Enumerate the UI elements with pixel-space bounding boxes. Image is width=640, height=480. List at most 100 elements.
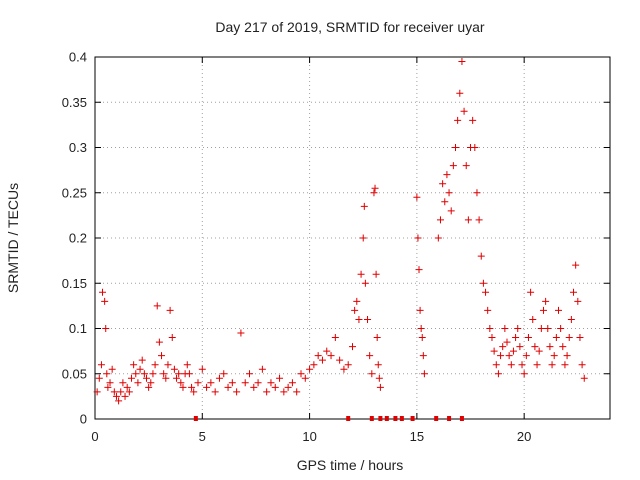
data-point bbox=[539, 306, 547, 314]
data-point bbox=[420, 370, 428, 378]
data-point bbox=[130, 361, 138, 369]
gap-marker bbox=[369, 416, 374, 421]
data-point bbox=[263, 388, 271, 396]
data-point bbox=[524, 334, 532, 342]
data-point bbox=[458, 58, 466, 66]
data-point bbox=[102, 325, 110, 332]
data-point bbox=[464, 216, 472, 224]
data-point bbox=[224, 383, 232, 391]
y-tick-label: 0.3 bbox=[69, 140, 87, 155]
data-point bbox=[106, 379, 114, 387]
data-point bbox=[512, 334, 520, 342]
data-point bbox=[507, 361, 515, 369]
data-point bbox=[456, 89, 464, 97]
data-point bbox=[454, 116, 462, 124]
data-point bbox=[482, 288, 490, 296]
data-point bbox=[336, 356, 344, 364]
data-point bbox=[318, 356, 326, 364]
data-point bbox=[574, 297, 582, 305]
data-point bbox=[503, 338, 511, 346]
data-point bbox=[267, 379, 275, 387]
gap-marker bbox=[399, 416, 404, 421]
data-point bbox=[293, 388, 301, 396]
data-point bbox=[301, 374, 309, 382]
data-point bbox=[198, 365, 206, 373]
data-point bbox=[473, 189, 481, 197]
data-point bbox=[372, 270, 380, 278]
gap-marker bbox=[384, 416, 389, 421]
data-point bbox=[306, 365, 314, 373]
data-point bbox=[185, 370, 193, 378]
data-point bbox=[136, 365, 144, 373]
data-point bbox=[190, 388, 198, 396]
data-point bbox=[567, 315, 575, 323]
data-point bbox=[505, 352, 513, 360]
data-point bbox=[479, 279, 487, 287]
data-point bbox=[416, 306, 424, 314]
data-point bbox=[123, 383, 131, 391]
data-point bbox=[211, 388, 219, 396]
data-point bbox=[550, 352, 558, 360]
data-point bbox=[188, 383, 196, 391]
data-point bbox=[276, 374, 284, 382]
data-point bbox=[95, 374, 103, 382]
data-point bbox=[179, 383, 187, 391]
grid-layer bbox=[95, 57, 610, 419]
data-point bbox=[488, 334, 496, 342]
data-point bbox=[580, 374, 588, 382]
data-point bbox=[310, 361, 318, 369]
data-point bbox=[160, 370, 168, 378]
data-point bbox=[280, 388, 288, 396]
data-point bbox=[439, 180, 447, 188]
data-point bbox=[441, 198, 449, 206]
data-point bbox=[520, 370, 528, 378]
data-point bbox=[175, 370, 183, 378]
x-axis-label: GPS time / hours bbox=[297, 457, 404, 473]
data-point bbox=[557, 325, 565, 332]
data-point bbox=[417, 325, 425, 332]
gap-marker bbox=[393, 416, 398, 421]
data-point bbox=[542, 297, 550, 305]
data-point bbox=[359, 234, 367, 242]
data-point bbox=[497, 352, 505, 360]
data-point bbox=[351, 306, 359, 314]
data-point bbox=[475, 216, 483, 224]
gap-marker bbox=[447, 416, 452, 421]
data-point bbox=[258, 365, 266, 373]
data-point bbox=[492, 361, 500, 369]
data-point bbox=[434, 234, 442, 242]
data-point bbox=[469, 116, 477, 124]
data-point bbox=[516, 343, 524, 351]
data-point bbox=[364, 315, 372, 323]
data-point bbox=[177, 379, 185, 387]
data-point bbox=[101, 297, 109, 305]
gap-marker bbox=[410, 416, 415, 421]
x-tick-label: 15 bbox=[410, 429, 424, 444]
data-point bbox=[486, 325, 494, 332]
y-tick-label: 0.15 bbox=[62, 276, 87, 291]
data-point bbox=[522, 352, 530, 360]
data-point bbox=[246, 370, 253, 378]
data-point bbox=[112, 392, 120, 400]
data-point bbox=[357, 270, 365, 278]
data-point bbox=[108, 365, 116, 373]
data-point bbox=[288, 379, 296, 387]
data-point bbox=[132, 370, 140, 378]
data-point bbox=[501, 325, 509, 332]
data-point bbox=[125, 388, 133, 396]
data-point bbox=[140, 370, 148, 378]
x-tick-label: 20 bbox=[517, 429, 531, 444]
data-point bbox=[104, 383, 112, 391]
data-point bbox=[271, 383, 279, 391]
data-point bbox=[452, 144, 459, 151]
y-tick-label: 0.4 bbox=[69, 50, 87, 65]
y-tick-label: 0.05 bbox=[62, 366, 87, 381]
data-point bbox=[419, 352, 427, 360]
data-point bbox=[373, 334, 381, 342]
data-point bbox=[119, 379, 127, 387]
data-point bbox=[462, 162, 470, 170]
data-point bbox=[529, 315, 537, 323]
data-point bbox=[151, 361, 159, 369]
y-tick-label: 0.35 bbox=[62, 95, 87, 110]
data-point bbox=[110, 388, 118, 396]
